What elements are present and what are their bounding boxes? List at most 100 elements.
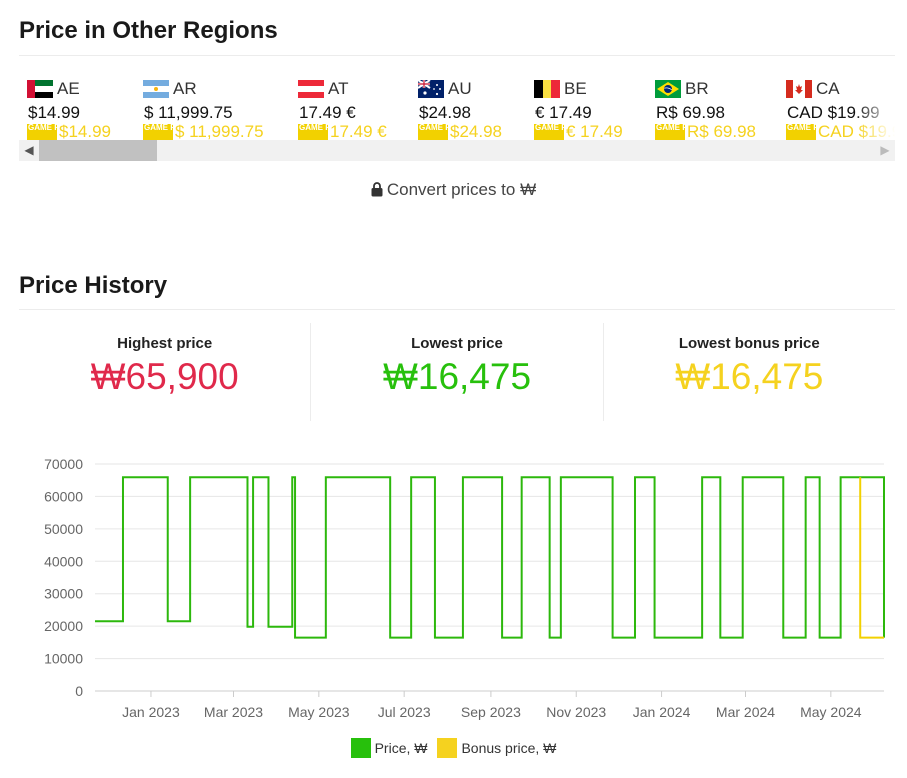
convert-prices-link[interactable]: Convert prices to ₩ — [0, 180, 907, 202]
region-bonus-price: GAME PASS $24.98 — [418, 122, 526, 140]
bonus-series-line — [859, 477, 884, 639]
region-item[interactable]: AU $24.98 GAME PASS $24.98 — [410, 78, 526, 140]
legend-label-bonus: Bonus price, ₩ — [461, 740, 557, 756]
price-history-chart[interactable]: 0 10000 20000 30000 40000 50000 60000 70000 Jan … — [0, 440, 907, 732]
y-tick-label: 20000 — [44, 618, 83, 634]
legend-swatch-bonus — [437, 738, 458, 758]
region-header: AR — [143, 78, 290, 100]
region-code: AE — [57, 79, 80, 98]
x-tick-label: May 2024 — [800, 704, 862, 720]
legend-label-price: Price, ₩ — [374, 740, 428, 756]
region-item[interactable]: BR R$ 69.98 GAME PASS R$ 69.98 — [647, 78, 778, 140]
region-bonus-value: $14.99 — [59, 122, 111, 140]
region-list: AE $14.99 GAME PASS $14.99 AR $ 11,999.7… — [19, 78, 895, 140]
region-bonus-value: $ 11,999.75 — [175, 122, 264, 140]
history-title: Price History — [19, 272, 168, 299]
region-bonus-price: GAME PASS $14.99 — [27, 122, 135, 140]
region-code: AT — [328, 79, 349, 98]
legend-item-bonus[interactable]: Bonus price, ₩ — [437, 738, 556, 758]
region-header: BR — [655, 78, 778, 100]
region-price: $14.99 — [28, 103, 80, 122]
region-bonus-value: 17.49 € — [330, 122, 387, 140]
regions-scrollbar[interactable]: ◀ ▶ — [19, 140, 895, 161]
carousel-fade — [855, 78, 895, 140]
region-header: AU — [418, 78, 526, 100]
scroll-right-icon[interactable]: ▶ — [880, 143, 890, 157]
convert-prices-label: Convert prices to ₩ — [386, 180, 537, 199]
region-item[interactable]: AR $ 11,999.75 GAME PASS $ 11,999.75 — [135, 78, 290, 140]
highest-price-label: Highest price — [117, 335, 213, 352]
game-pass-badge: GAME PASS — [27, 123, 75, 140]
region-bonus-price: GAME PASS 17.49 € — [298, 122, 410, 140]
legend-swatch-price — [350, 738, 371, 758]
y-tick-label: 40000 — [44, 553, 83, 569]
region-bonus-value: € 17.49 — [566, 122, 623, 140]
game-pass-badge: GAME PASS — [143, 123, 191, 140]
game-pass-badge: GAME PASS — [298, 123, 346, 140]
history-divider — [19, 309, 895, 310]
y-tick-label: 0 — [75, 683, 83, 699]
region-header: BE — [534, 78, 647, 100]
region-item[interactable]: BE € 17.49 GAME PASS € 17.49 — [526, 78, 647, 140]
game-pass-badge: GAME PASS — [786, 123, 834, 140]
x-tick-label: Mar 2023 — [204, 704, 263, 720]
region-header: AT — [298, 78, 410, 100]
x-tick-label: Nov 2023 — [546, 704, 606, 720]
highest-price-value: ₩65,900 — [90, 356, 239, 397]
region-code: CA — [816, 79, 840, 98]
region-bonus-price: GAME PASS $ 11,999.75 — [143, 122, 290, 140]
regions-carousel[interactable]: AE $14.99 GAME PASS $14.99 AR $ 11,999.7… — [19, 78, 895, 140]
game-pass-badge: GAME PASS — [655, 123, 703, 140]
x-tick-label: Jul 2023 — [378, 704, 431, 720]
scroll-left-icon[interactable]: ◀ — [24, 143, 34, 157]
game-pass-badge: GAME PASS — [534, 123, 582, 140]
region-item[interactable]: AE $14.99 GAME PASS $14.99 — [19, 78, 135, 140]
x-tick-label: Mar 2024 — [716, 704, 775, 720]
region-price: $24.98 — [419, 103, 471, 122]
highest-price-stat: Highest price ₩65,900 — [19, 323, 312, 421]
flag-br-icon — [655, 80, 681, 98]
flag-ca-icon — [786, 80, 812, 98]
flag-be-icon — [534, 80, 560, 98]
price-series-line — [95, 476, 885, 639]
lowest-bonus-label: Lowest bonus price — [678, 335, 820, 352]
flag-au-icon — [418, 80, 444, 98]
region-header: CA — [786, 78, 895, 100]
x-tick-label: May 2023 — [288, 704, 350, 720]
flag-at-icon — [298, 80, 324, 98]
flag-ae-icon — [27, 80, 53, 98]
y-tick-label: 50000 — [44, 521, 83, 537]
y-tick-label: 30000 — [44, 586, 83, 602]
region-price: R$ 69.98 — [656, 103, 725, 122]
lowest-bonus-stat: Lowest bonus price ₩16,475 — [604, 323, 895, 421]
x-tick-label: Jan 2024 — [633, 704, 691, 720]
region-price: 17.49 € — [299, 103, 356, 122]
game-pass-badge: GAME PASS — [418, 123, 466, 140]
region-header: AE — [27, 78, 135, 100]
x-tick-label: Sep 2023 — [461, 704, 521, 720]
region-bonus-value: $24.98 — [450, 122, 502, 140]
lowest-price-value: ₩16,475 — [382, 356, 532, 397]
region-bonus-price: GAME PASS € 17.49 — [534, 122, 647, 140]
legend-item-price[interactable]: Price, ₩ — [350, 738, 428, 758]
region-bonus-value: R$ 69.98 — [687, 122, 756, 140]
regions-divider — [19, 55, 895, 56]
price-stats: Highest price ₩65,900 Lowest price ₩16,4… — [19, 323, 895, 421]
region-code: BE — [564, 79, 587, 98]
region-item[interactable]: AT 17.49 € GAME PASS 17.49 € — [290, 78, 410, 140]
lowest-bonus-value: ₩16,475 — [675, 356, 824, 397]
chart-legend: Price, ₩ Bonus price, ₩ — [0, 738, 907, 758]
lock-icon — [371, 182, 383, 202]
y-tick-label: 70000 — [44, 456, 83, 472]
scroll-thumb[interactable] — [39, 140, 157, 161]
x-tick-label: Jan 2023 — [122, 704, 180, 720]
region-code: BR — [685, 79, 709, 98]
region-code: AU — [448, 79, 472, 98]
region-bonus-price: GAME PASS R$ 69.98 — [655, 122, 778, 140]
flag-ar-icon — [143, 80, 169, 98]
y-tick-label: 60000 — [44, 488, 83, 504]
region-code: AR — [173, 79, 197, 98]
region-price: € 17.49 — [535, 103, 592, 122]
y-tick-label: 10000 — [44, 651, 83, 667]
region-price: $ 11,999.75 — [144, 103, 233, 122]
